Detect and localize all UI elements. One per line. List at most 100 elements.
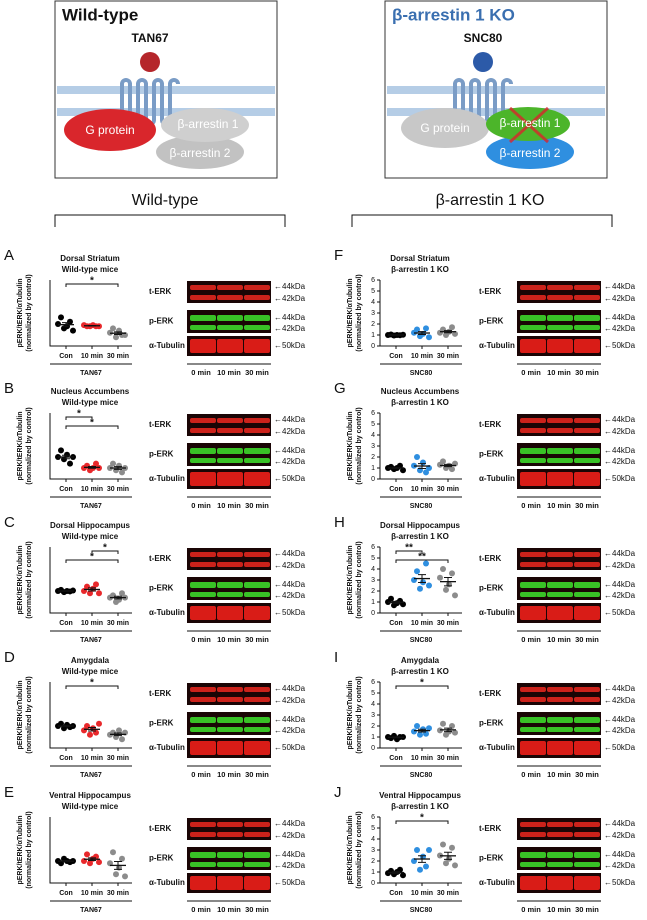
blot-time-label: 30 min bbox=[575, 501, 599, 510]
y-tick-label: 6 bbox=[371, 544, 375, 551]
blot-band bbox=[574, 606, 600, 620]
kda-marker: ←42kDa bbox=[604, 561, 636, 570]
blot-band bbox=[574, 315, 600, 321]
blot-band bbox=[547, 822, 573, 827]
blot-row-label: α-Tubulin bbox=[149, 474, 185, 483]
blot-band bbox=[244, 592, 270, 597]
blot-row-label: t-ERK bbox=[149, 689, 171, 698]
data-point bbox=[110, 592, 116, 599]
data-point bbox=[417, 866, 423, 873]
x-tick-label: 30 min bbox=[107, 486, 129, 493]
data-point bbox=[96, 590, 102, 597]
data-point bbox=[411, 577, 417, 583]
blot-band bbox=[244, 876, 270, 890]
kda-marker: ←44kDa bbox=[604, 313, 636, 322]
blot-band bbox=[547, 285, 573, 290]
arrestin-1 bbox=[161, 108, 249, 142]
blot-row-label: α-Tubulin bbox=[149, 608, 185, 617]
data-point bbox=[449, 324, 455, 331]
blot-band bbox=[520, 339, 546, 353]
blot-row-label: p-ERK bbox=[149, 584, 174, 593]
data-point bbox=[119, 590, 125, 597]
blot-band bbox=[547, 727, 573, 732]
kda-marker: ←44kDa bbox=[274, 446, 306, 455]
data-point bbox=[119, 736, 125, 743]
error-bar bbox=[418, 728, 426, 733]
blot-row-label: α-Tubulin bbox=[149, 341, 185, 350]
blot-band bbox=[574, 876, 600, 890]
blot-band bbox=[217, 448, 243, 454]
blot-band bbox=[520, 428, 546, 433]
significance-label: * bbox=[420, 813, 424, 824]
blot-time-label: 0 min bbox=[191, 368, 211, 377]
y-axis-label: pERK/tERK/αTubulin bbox=[17, 278, 24, 347]
data-point bbox=[426, 847, 432, 853]
significance-label: * bbox=[90, 552, 94, 563]
blot-band bbox=[244, 418, 270, 423]
kda-marker: ←42kDa bbox=[274, 294, 306, 303]
x-tick-label: Con bbox=[389, 486, 403, 493]
x-tick-label: 10 min bbox=[81, 620, 103, 627]
blot-band bbox=[574, 582, 600, 588]
y-tick-label: 0 bbox=[371, 880, 375, 887]
data-point bbox=[423, 560, 429, 567]
x-tick-label: 30 min bbox=[437, 755, 459, 762]
y-axis-label: pERK/tERK/αTubulin bbox=[347, 278, 354, 347]
error-bar bbox=[114, 732, 122, 737]
chart-title: Ventral Hippocampus bbox=[379, 791, 461, 800]
y-axis-label: pERK/tERK/αTubulin bbox=[347, 545, 354, 614]
y-tick-label: 1 bbox=[371, 332, 375, 339]
protein-label: β-arrestin 2 bbox=[170, 146, 231, 160]
data-point bbox=[84, 851, 90, 858]
x-tick-label: Con bbox=[59, 890, 73, 897]
blot-band bbox=[547, 592, 573, 597]
kda-marker: ←50kDa bbox=[274, 474, 306, 483]
kda-marker: ←44kDa bbox=[604, 549, 636, 558]
data-point bbox=[96, 465, 102, 471]
arrestin-2 bbox=[486, 135, 574, 169]
chart-title: Wild-type mice bbox=[62, 667, 119, 676]
blot-band bbox=[217, 876, 243, 890]
blot-time-label: 30 min bbox=[575, 905, 599, 914]
blot-time-label: 10 min bbox=[547, 635, 571, 644]
error-bar bbox=[418, 574, 426, 584]
y-tick-label: 6 bbox=[371, 410, 375, 417]
blot-row-label: p-ERK bbox=[479, 450, 504, 459]
data-point bbox=[440, 566, 446, 572]
error-bar bbox=[392, 736, 400, 739]
x-axis-label: TAN67 bbox=[80, 637, 102, 644]
blot-band bbox=[547, 852, 573, 858]
data-point bbox=[426, 334, 432, 341]
y-tick-label: 2 bbox=[371, 723, 375, 730]
blot-band bbox=[244, 862, 270, 867]
blot-time-label: 10 min bbox=[547, 501, 571, 510]
blot-row-label: α-Tubulin bbox=[479, 341, 515, 350]
x-tick-label: Con bbox=[389, 755, 403, 762]
data-point bbox=[414, 847, 420, 853]
data-point bbox=[110, 325, 116, 332]
blot-band bbox=[520, 295, 546, 300]
blot-band bbox=[574, 592, 600, 597]
kda-marker: ←42kDa bbox=[604, 831, 636, 840]
blot-row-label: t-ERK bbox=[149, 287, 171, 296]
membrane bbox=[57, 86, 275, 94]
data-point bbox=[400, 467, 406, 474]
kda-marker: ←50kDa bbox=[274, 608, 306, 617]
blot-band bbox=[217, 315, 243, 321]
significance-label: * bbox=[90, 678, 94, 689]
data-point bbox=[426, 582, 432, 589]
blot-time-label: 10 min bbox=[547, 905, 571, 914]
blot-band bbox=[217, 418, 243, 423]
blot-band bbox=[244, 822, 270, 827]
x-tick-label: Con bbox=[389, 620, 403, 627]
blot-band bbox=[190, 687, 216, 692]
y-axis-label: (normalized by control) bbox=[26, 541, 33, 618]
data-point bbox=[70, 327, 76, 334]
blot-band bbox=[520, 741, 546, 755]
blot-band bbox=[574, 697, 600, 702]
significance-label: * bbox=[90, 276, 94, 287]
significance-bracket bbox=[91, 550, 119, 554]
kda-marker: ←50kDa bbox=[274, 878, 306, 887]
kda-marker: ←44kDa bbox=[604, 684, 636, 693]
y-axis-label: (normalized by control) bbox=[26, 407, 33, 484]
